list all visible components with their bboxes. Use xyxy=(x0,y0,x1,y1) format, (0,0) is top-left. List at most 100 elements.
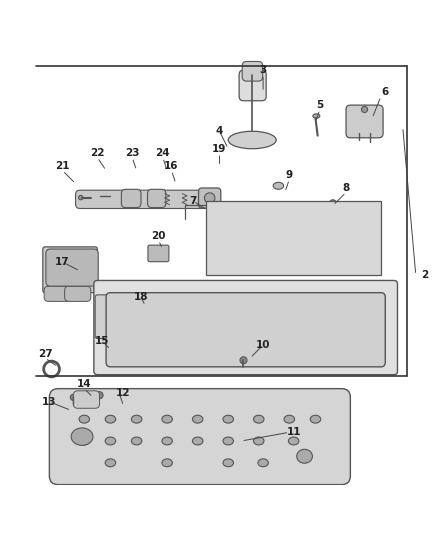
FancyBboxPatch shape xyxy=(106,293,385,367)
Ellipse shape xyxy=(150,311,157,318)
FancyBboxPatch shape xyxy=(242,61,262,81)
Ellipse shape xyxy=(310,415,320,423)
Ellipse shape xyxy=(283,415,294,423)
Ellipse shape xyxy=(128,311,135,318)
Ellipse shape xyxy=(288,437,298,445)
Ellipse shape xyxy=(228,131,276,149)
Text: 2: 2 xyxy=(420,270,427,280)
Ellipse shape xyxy=(172,294,179,300)
Ellipse shape xyxy=(131,437,141,445)
Text: 16: 16 xyxy=(164,161,178,171)
Ellipse shape xyxy=(185,329,192,335)
Ellipse shape xyxy=(312,114,319,118)
Ellipse shape xyxy=(128,294,135,300)
Ellipse shape xyxy=(360,107,367,112)
Ellipse shape xyxy=(324,294,331,300)
Ellipse shape xyxy=(192,437,202,445)
Text: 9: 9 xyxy=(285,170,292,180)
Ellipse shape xyxy=(215,329,223,335)
Polygon shape xyxy=(206,201,380,275)
Ellipse shape xyxy=(46,364,57,374)
Ellipse shape xyxy=(293,219,302,227)
Text: 18: 18 xyxy=(134,292,148,302)
Ellipse shape xyxy=(241,245,250,253)
Text: 8: 8 xyxy=(342,183,349,193)
Ellipse shape xyxy=(162,437,172,445)
Ellipse shape xyxy=(246,346,253,352)
Ellipse shape xyxy=(311,346,318,352)
FancyBboxPatch shape xyxy=(64,286,91,301)
Ellipse shape xyxy=(70,394,76,400)
Ellipse shape xyxy=(162,459,172,467)
Ellipse shape xyxy=(293,245,302,253)
Ellipse shape xyxy=(194,294,201,300)
Ellipse shape xyxy=(259,294,266,300)
Ellipse shape xyxy=(257,459,268,467)
Ellipse shape xyxy=(253,415,263,423)
Ellipse shape xyxy=(272,182,283,189)
Ellipse shape xyxy=(223,415,233,423)
Text: 17: 17 xyxy=(55,257,70,267)
Text: 13: 13 xyxy=(42,397,57,407)
Ellipse shape xyxy=(296,449,312,463)
Ellipse shape xyxy=(253,437,263,445)
Ellipse shape xyxy=(276,329,283,335)
Ellipse shape xyxy=(258,245,267,253)
Text: 5: 5 xyxy=(315,100,323,110)
Text: 23: 23 xyxy=(125,148,139,158)
Ellipse shape xyxy=(128,346,135,352)
Ellipse shape xyxy=(328,219,336,227)
Ellipse shape xyxy=(105,415,116,423)
FancyBboxPatch shape xyxy=(44,286,70,301)
Text: 6: 6 xyxy=(381,87,388,97)
Ellipse shape xyxy=(259,311,266,318)
Ellipse shape xyxy=(276,219,284,227)
Ellipse shape xyxy=(337,329,344,335)
FancyBboxPatch shape xyxy=(43,247,97,293)
FancyBboxPatch shape xyxy=(147,189,166,208)
FancyBboxPatch shape xyxy=(345,105,382,138)
Text: 22: 22 xyxy=(90,148,104,158)
Ellipse shape xyxy=(237,294,244,300)
Ellipse shape xyxy=(223,245,232,253)
Text: 12: 12 xyxy=(116,388,131,398)
Ellipse shape xyxy=(172,311,179,318)
Ellipse shape xyxy=(71,428,93,446)
Text: 10: 10 xyxy=(255,340,270,350)
Ellipse shape xyxy=(246,329,253,335)
Text: 7: 7 xyxy=(189,196,197,206)
Ellipse shape xyxy=(105,437,116,445)
FancyBboxPatch shape xyxy=(94,280,396,375)
FancyBboxPatch shape xyxy=(121,189,141,208)
FancyBboxPatch shape xyxy=(46,249,98,286)
Text: 21: 21 xyxy=(55,161,70,171)
Text: 15: 15 xyxy=(94,336,109,346)
FancyBboxPatch shape xyxy=(49,389,350,484)
Ellipse shape xyxy=(162,415,172,423)
Ellipse shape xyxy=(105,459,116,467)
FancyBboxPatch shape xyxy=(95,295,134,338)
Ellipse shape xyxy=(281,294,288,300)
Text: 4: 4 xyxy=(215,126,223,136)
Text: 11: 11 xyxy=(286,427,300,437)
Text: 14: 14 xyxy=(77,379,92,389)
Ellipse shape xyxy=(128,329,135,335)
Ellipse shape xyxy=(241,219,250,227)
Ellipse shape xyxy=(303,311,310,318)
Ellipse shape xyxy=(303,294,310,300)
Ellipse shape xyxy=(155,346,162,352)
Ellipse shape xyxy=(79,437,89,445)
Ellipse shape xyxy=(237,311,244,318)
Ellipse shape xyxy=(204,193,215,203)
Ellipse shape xyxy=(223,459,233,467)
Text: 20: 20 xyxy=(151,231,165,241)
FancyBboxPatch shape xyxy=(148,245,169,262)
Ellipse shape xyxy=(215,294,223,300)
Ellipse shape xyxy=(79,415,89,423)
Ellipse shape xyxy=(215,311,223,318)
Text: 27: 27 xyxy=(38,349,52,359)
Ellipse shape xyxy=(240,357,247,364)
Ellipse shape xyxy=(150,294,157,300)
Ellipse shape xyxy=(307,329,314,335)
FancyBboxPatch shape xyxy=(198,188,220,208)
